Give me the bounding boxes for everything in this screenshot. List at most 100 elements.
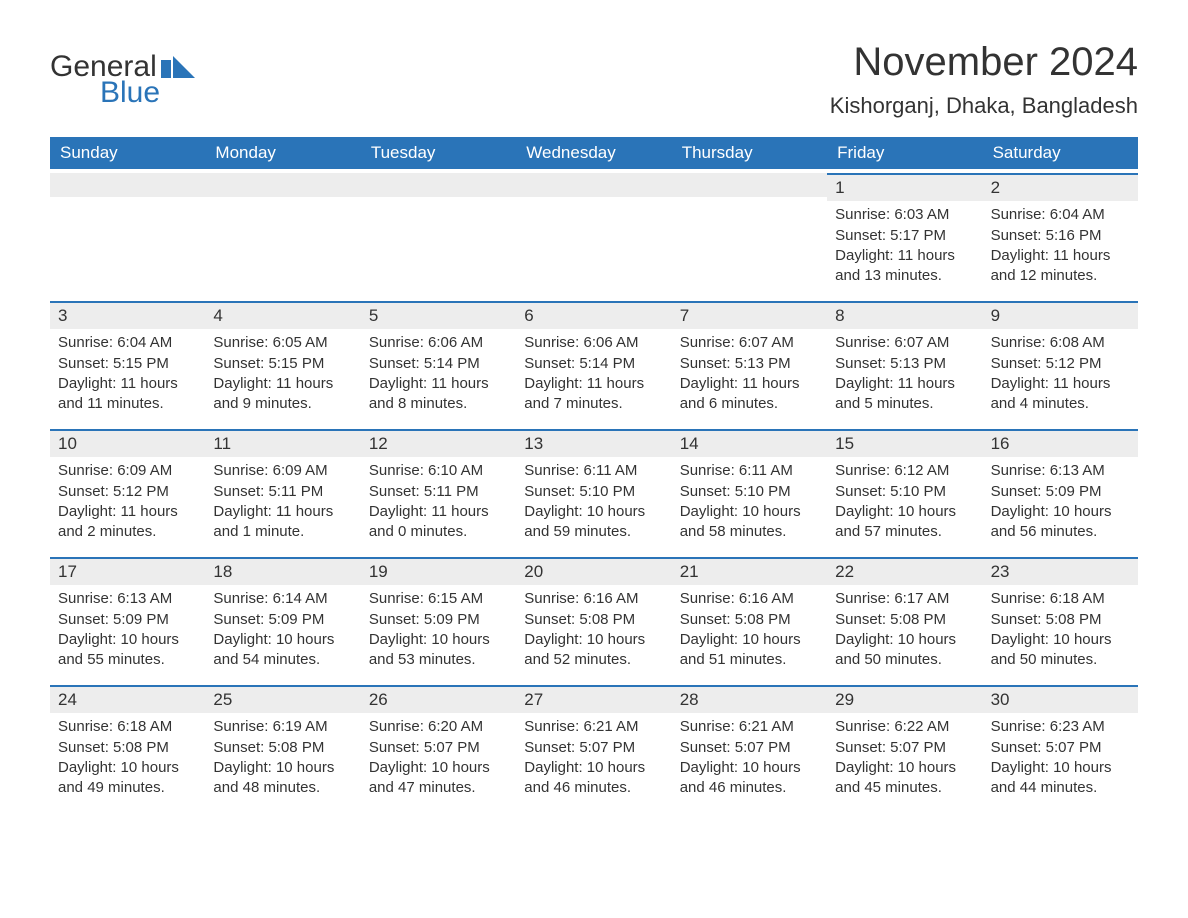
calendar-day-cell: 3Sunrise: 6:04 AMSunset: 5:15 PMDaylight…: [50, 297, 205, 425]
sunrise-line: Sunrise: 6:11 AM: [524, 461, 663, 481]
sunrise-line: Sunrise: 6:12 AM: [835, 461, 974, 481]
sunset-line: Sunset: 5:09 PM: [369, 610, 508, 630]
title-block: November 2024 Kishorganj, Dhaka, Banglad…: [830, 40, 1138, 119]
weekday-header: Sunday: [50, 137, 205, 169]
calendar-day-cell: 1Sunrise: 6:03 AMSunset: 5:17 PMDaylight…: [827, 169, 982, 297]
calendar-day-cell: 16Sunrise: 6:13 AMSunset: 5:09 PMDayligh…: [983, 425, 1138, 553]
sunrise-line: Sunrise: 6:18 AM: [991, 589, 1130, 609]
sunset-line: Sunset: 5:13 PM: [835, 354, 974, 374]
daylight-line: Daylight: 11 hours and 2 minutes.: [58, 502, 197, 541]
day-number: 4: [213, 306, 222, 325]
day-number: 30: [991, 690, 1010, 709]
sunrise-line: Sunrise: 6:07 AM: [835, 333, 974, 353]
calendar-day-cell: 17 Sunrise: 6:13 AMSunset: 5:09 PMDayligh…: [50, 553, 205, 681]
location-text: Kishorganj, Dhaka, Bangladesh: [830, 93, 1138, 119]
sunrise-line: Sunrise: 6:08 AM: [991, 333, 1130, 353]
daylight-line: Daylight: 10 hours and 48 minutes.: [213, 758, 352, 797]
logo: General Blue: [50, 50, 195, 110]
sunset-line: Sunset: 5:10 PM: [524, 482, 663, 502]
day-number: 6: [524, 306, 533, 325]
sunset-line: Sunset: 5:14 PM: [524, 354, 663, 374]
sunrise-line: Sunrise: 6:04 AM: [991, 205, 1130, 225]
sunrise-line: Sunrise: 6:05 AM: [213, 333, 352, 353]
day-number: 17: [58, 562, 77, 581]
calendar-day-cell: 5 Sunrise: 6:06 AMSunset: 5:14 PMDaylight…: [361, 297, 516, 425]
daylight-line: Daylight: 11 hours and 8 minutes.: [369, 374, 508, 413]
sunrise-line: Sunrise: 6:18 AM: [58, 717, 197, 737]
day-number: 29: [835, 690, 854, 709]
sunrise-line: Sunrise: 6:15 AM: [369, 589, 508, 609]
calendar-day-cell: 25Sunrise: 6:19 AMSunset: 5:08 PMDayligh…: [205, 681, 360, 809]
sunset-line: Sunset: 5:08 PM: [524, 610, 663, 630]
sunset-line: Sunset: 5:10 PM: [680, 482, 819, 502]
day-number: 28: [680, 690, 699, 709]
sunrise-line: Sunrise: 6:06 AM: [369, 333, 508, 353]
daylight-line: Daylight: 10 hours and 53 minutes.: [369, 630, 508, 669]
day-number: 1: [835, 178, 844, 197]
calendar-empty-cell: [50, 169, 205, 297]
logo-flag-icon: [161, 56, 195, 78]
sunset-line: Sunset: 5:08 PM: [835, 610, 974, 630]
sunrise-line: Sunrise: 6:09 AM: [58, 461, 197, 481]
sunset-line: Sunset: 5:09 PM: [991, 482, 1130, 502]
sunrise-line: Sunrise: 6:13 AM: [991, 461, 1130, 481]
day-number: 2: [991, 178, 1000, 197]
calendar-day-cell: 14Sunrise: 6:11 AMSunset: 5:10 PMDayligh…: [672, 425, 827, 553]
day-number: 16: [991, 434, 1010, 453]
calendar-day-cell: 18Sunrise: 6:14 AMSunset: 5:09 PMDayligh…: [205, 553, 360, 681]
daylight-line: Daylight: 10 hours and 44 minutes.: [991, 758, 1130, 797]
daylight-line: Daylight: 10 hours and 49 minutes.: [58, 758, 197, 797]
sunrise-line: Sunrise: 6:11 AM: [680, 461, 819, 481]
sunrise-line: Sunrise: 6:19 AM: [213, 717, 352, 737]
calendar-day-cell: 19Sunrise: 6:15 AMSunset: 5:09 PMDayligh…: [361, 553, 516, 681]
calendar-day-cell: 8Sunrise: 6:07 AMSunset: 5:13 PMDaylight…: [827, 297, 982, 425]
calendar-day-cell: 21Sunrise: 6:16 AMSunset: 5:08 PMDayligh…: [672, 553, 827, 681]
logo-text-blue: Blue: [100, 76, 195, 110]
sunset-line: Sunset: 5:11 PM: [369, 482, 508, 502]
daylight-line: Daylight: 10 hours and 55 minutes.: [58, 630, 197, 669]
sunrise-line: Sunrise: 6:22 AM: [835, 717, 974, 737]
daylight-line: Daylight: 10 hours and 46 minutes.: [524, 758, 663, 797]
daylight-line: Daylight: 11 hours and 0 minutes.: [369, 502, 508, 541]
day-number: 13: [524, 434, 543, 453]
sunset-line: Sunset: 5:07 PM: [835, 738, 974, 758]
sunrise-line: Sunrise: 6:03 AM: [835, 205, 974, 225]
calendar-day-cell: 27Sunrise: 6:21 AMSunset: 5:07 PMDayligh…: [516, 681, 671, 809]
weekday-header: Wednesday: [516, 137, 671, 169]
sunset-line: Sunset: 5:14 PM: [369, 354, 508, 374]
sunrise-line: Sunrise: 6:21 AM: [680, 717, 819, 737]
calendar-day-cell: 2Sunrise: 6:04 AMSunset: 5:16 PMDaylight…: [983, 169, 1138, 297]
calendar-day-cell: 26Sunrise: 6:20 AMSunset: 5:07 PMDayligh…: [361, 681, 516, 809]
daylight-line: Daylight: 11 hours and 7 minutes.: [524, 374, 663, 413]
calendar-day-cell: 24 Sunrise: 6:18 AMSunset: 5:08 PMDayligh…: [50, 681, 205, 809]
day-number: 15: [835, 434, 854, 453]
calendar-day-cell: 7Sunrise: 6:07 AMSunset: 5:13 PMDaylight…: [672, 297, 827, 425]
sunset-line: Sunset: 5:11 PM: [213, 482, 352, 502]
sunrise-line: Sunrise: 6:16 AM: [680, 589, 819, 609]
calendar-day-cell: 9Sunrise: 6:08 AMSunset: 5:12 PMDaylight…: [983, 297, 1138, 425]
daylight-line: Daylight: 10 hours and 57 minutes.: [835, 502, 974, 541]
calendar-day-cell: 29Sunrise: 6:22 AMSunset: 5:07 PMDayligh…: [827, 681, 982, 809]
day-number: 5: [369, 306, 378, 325]
daylight-line: Daylight: 10 hours and 54 minutes.: [213, 630, 352, 669]
sunrise-line: Sunrise: 6:13 AM: [58, 589, 197, 609]
sunset-line: Sunset: 5:09 PM: [213, 610, 352, 630]
sunset-line: Sunset: 5:17 PM: [835, 226, 974, 246]
sunset-line: Sunset: 5:10 PM: [835, 482, 974, 502]
day-number: 24: [58, 690, 77, 709]
sunset-line: Sunset: 5:08 PM: [58, 738, 197, 758]
sunset-line: Sunset: 5:08 PM: [213, 738, 352, 758]
sunset-line: Sunset: 5:09 PM: [58, 610, 197, 630]
sunrise-line: Sunrise: 6:20 AM: [369, 717, 508, 737]
day-number: 22: [835, 562, 854, 581]
calendar-day-cell: 30Sunrise: 6:23 AMSunset: 5:07 PMDayligh…: [983, 681, 1138, 809]
daylight-line: Daylight: 10 hours and 52 minutes.: [524, 630, 663, 669]
daylight-line: Daylight: 11 hours and 5 minutes.: [835, 374, 974, 413]
sunrise-line: Sunrise: 6:10 AM: [369, 461, 508, 481]
calendar-day-cell: 22Sunrise: 6:17 AMSunset: 5:08 PMDayligh…: [827, 553, 982, 681]
sunset-line: Sunset: 5:07 PM: [991, 738, 1130, 758]
daylight-line: Daylight: 10 hours and 51 minutes.: [680, 630, 819, 669]
day-number: 14: [680, 434, 699, 453]
day-number: 9: [991, 306, 1000, 325]
sunrise-line: Sunrise: 6:21 AM: [524, 717, 663, 737]
